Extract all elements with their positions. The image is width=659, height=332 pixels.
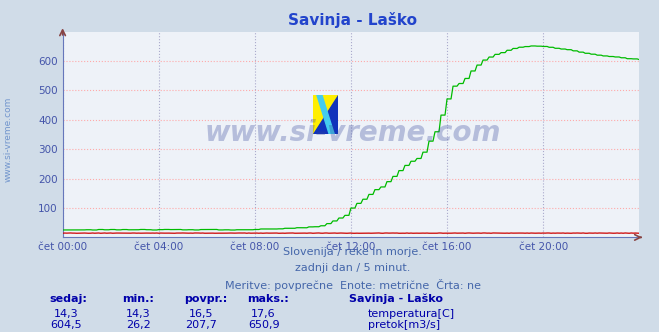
Text: pretok[m3/s]: pretok[m3/s] [368, 320, 440, 330]
Text: 17,6: 17,6 [251, 309, 276, 319]
Polygon shape [313, 95, 338, 134]
Text: sedaj:: sedaj: [49, 294, 87, 304]
Text: min.:: min.: [122, 294, 154, 304]
Text: 16,5: 16,5 [188, 309, 214, 319]
Text: 14,3: 14,3 [126, 309, 151, 319]
Text: zadnji dan / 5 minut.: zadnji dan / 5 minut. [295, 263, 411, 273]
Text: 14,3: 14,3 [53, 309, 78, 319]
Text: Meritve: povprečne  Enote: metrične  Črta: ne: Meritve: povprečne Enote: metrične Črta:… [225, 279, 480, 291]
Text: maks.:: maks.: [247, 294, 289, 304]
Text: www.si-vreme.com: www.si-vreme.com [4, 97, 13, 182]
Text: Savinja - Laško: Savinja - Laško [288, 12, 417, 28]
Text: www.si-vreme.com: www.si-vreme.com [204, 119, 501, 147]
Text: povpr.:: povpr.: [185, 294, 228, 304]
Text: Slovenija / reke in morje.: Slovenija / reke in morje. [283, 247, 422, 257]
Text: Savinja - Laško: Savinja - Laško [349, 294, 444, 304]
Polygon shape [317, 95, 334, 134]
Text: 650,9: 650,9 [248, 320, 279, 330]
Text: 604,5: 604,5 [50, 320, 82, 330]
Text: temperatura[C]: temperatura[C] [368, 309, 455, 319]
Text: 26,2: 26,2 [126, 320, 151, 330]
Text: 207,7: 207,7 [185, 320, 217, 330]
